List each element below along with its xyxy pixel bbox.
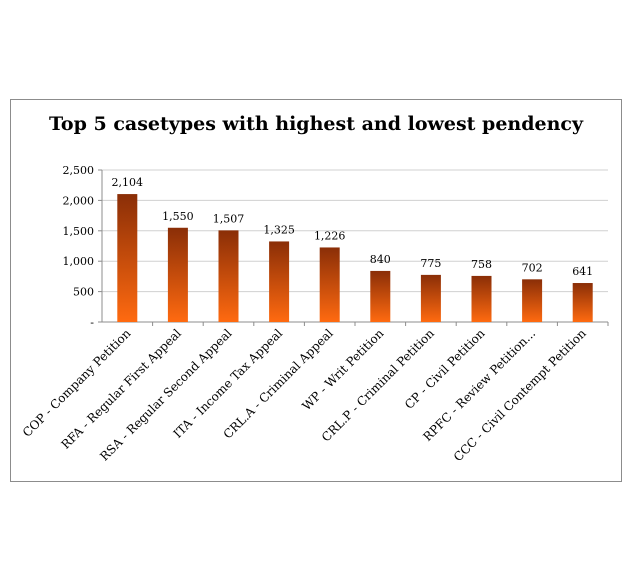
bar — [319, 247, 340, 322]
data-label: 1,550 — [162, 210, 194, 223]
data-label: 641 — [572, 265, 593, 278]
data-label: 1,325 — [263, 223, 295, 236]
data-label: 840 — [370, 253, 391, 266]
data-label: 702 — [522, 261, 543, 274]
chart-title: Top 5 casetypes with highest and lowest … — [48, 113, 584, 135]
bar — [572, 283, 593, 322]
data-label: 1,226 — [314, 229, 346, 242]
y-tick-label: 2,500 — [63, 164, 95, 177]
y-tick-label: 2,000 — [63, 194, 95, 207]
chart-frame — [10, 99, 622, 482]
bar — [269, 241, 290, 322]
y-tick-label: 500 — [73, 286, 94, 299]
y-tick-label: 1,000 — [63, 255, 95, 268]
y-tick-label: - — [90, 316, 94, 329]
bar — [117, 194, 138, 322]
bar — [420, 274, 441, 322]
bar — [522, 279, 543, 322]
y-tick-label: 1,500 — [63, 225, 95, 238]
data-label: 1,507 — [213, 212, 245, 225]
bar — [218, 230, 239, 322]
bar — [167, 227, 188, 322]
axes: - 500 1,000 1,500 2,000 2,500 — [63, 164, 609, 329]
data-label: 2,104 — [112, 176, 144, 189]
bars — [117, 194, 593, 322]
bar — [471, 275, 492, 322]
data-label: 758 — [471, 258, 492, 271]
data-labels: 2,104 1,550 1,507 1,325 1,226 840 775 758 702 641 — [112, 176, 594, 278]
bar — [370, 270, 391, 322]
data-label: 775 — [420, 257, 441, 270]
